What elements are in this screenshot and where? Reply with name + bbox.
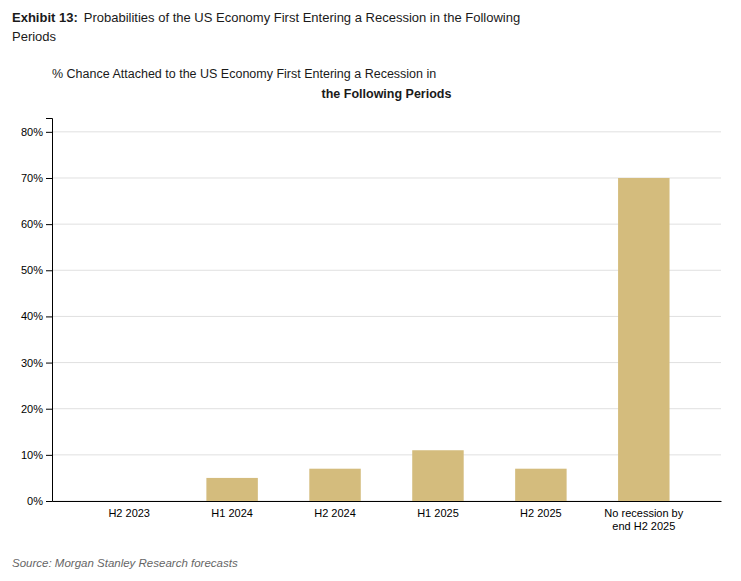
y-tick-mark: [46, 409, 52, 410]
y-tick: 20%: [21, 403, 52, 415]
y-axis: 0% 10% 20% 30% 40% 50% 60% 70% 80%: [21, 119, 53, 508]
x-tick-label: No recession byend H2 2025: [604, 507, 683, 532]
y-tick-mark: [46, 178, 52, 179]
y-tick-label: 30%: [21, 357, 43, 369]
y-tick: 60%: [21, 218, 52, 230]
grid-line: [52, 131, 721, 132]
y-tick-label: 10%: [21, 449, 43, 461]
y-tick-label: 80%: [21, 126, 43, 138]
y-tick-mark: [46, 455, 52, 456]
x-tick-label: H2 2024: [314, 507, 356, 519]
y-tick-label: 50%: [21, 264, 43, 276]
header: Exhibit 13: Probabilities of the US Econo…: [12, 10, 520, 101]
y-tick: 50%: [21, 264, 52, 276]
x-tick-label: H1 2025: [417, 507, 459, 519]
x-tick: H2 2025: [520, 507, 562, 519]
y-tick: 0%: [27, 495, 52, 507]
title-label: Exhibit 13:: [12, 10, 78, 25]
bars: [206, 178, 669, 501]
x-axis-line: [53, 501, 722, 502]
y-tick-mark: [46, 316, 52, 317]
title: Probabilities of the US Economy First En…: [84, 10, 520, 25]
plot: 0% 10% 20% 30% 40% 50% 60% 70% 80% H2 2023 H1 2024…: [21, 119, 722, 533]
y-tick: 40%: [21, 310, 52, 322]
y-tick-mark: [46, 270, 52, 271]
x-axis: H2 2023 H1 2024 H2 2024 H1 2025 H2 2025 No re…: [53, 502, 722, 533]
y-tick: 10%: [21, 449, 52, 461]
bar: [618, 178, 669, 501]
bar: [103, 501, 154, 502]
bar: [515, 469, 566, 501]
bar: [309, 469, 360, 501]
y-tick-mark: [46, 363, 52, 364]
x-tick: H1 2024: [211, 507, 253, 519]
y-axis-line: [46, 119, 53, 502]
y-tick-mark: [46, 501, 52, 502]
y-tick: 80%: [21, 126, 52, 138]
y-tick-mark: [46, 224, 52, 225]
y-tick-mark: [46, 132, 52, 133]
y-tick-label: 40%: [21, 310, 43, 322]
x-tick-label: H1 2024: [211, 507, 253, 519]
x-tick-label: H2 2025: [520, 507, 562, 519]
grid: [52, 132, 721, 501]
chart: Exhibit 13: Probabilities of the US Econo…: [0, 0, 741, 581]
subtitle: % Chance Attached to the US Economy Firs…: [52, 67, 436, 81]
y-tick: 70%: [21, 172, 52, 184]
x-tick: H2 2023: [108, 507, 150, 519]
source: Source: Morgan Stanley Research forecast…: [12, 557, 238, 569]
x-tick: H1 2025: [417, 507, 459, 519]
x-tick: H2 2024: [314, 507, 356, 519]
bar: [206, 478, 257, 501]
x-tick-label: H2 2023: [108, 507, 150, 519]
bar: [412, 450, 463, 501]
y-tick-label: 0%: [27, 495, 43, 507]
subtitle: the Following Periods: [322, 87, 452, 101]
y-tick-label: 60%: [21, 218, 43, 230]
x-tick: No recession byend H2 2025: [604, 507, 683, 532]
y-tick-label: 20%: [21, 403, 43, 415]
y-tick: 30%: [21, 357, 52, 369]
y-tick-label: 70%: [21, 172, 43, 184]
title: Periods: [12, 29, 57, 44]
